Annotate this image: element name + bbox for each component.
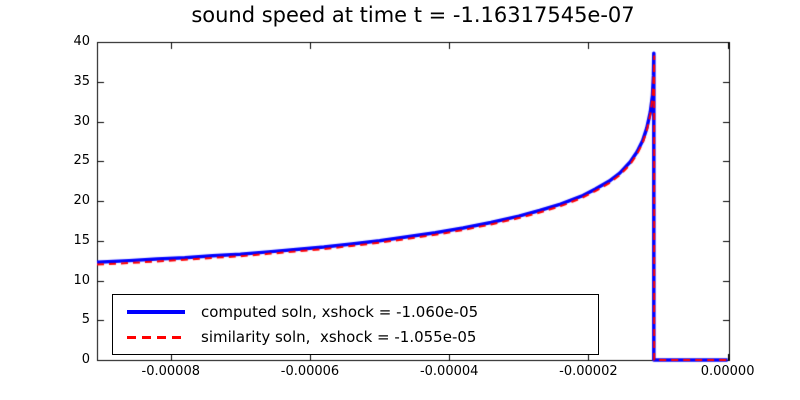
legend-item-computed: computed soln, xshock = -1.060e-05: [127, 303, 598, 321]
legend-label-computed: computed soln, xshock = -1.060e-05: [201, 302, 479, 321]
legend-line-similarity-icon: [127, 335, 185, 339]
legend: computed soln, xshock = -1.060e-05 simil…: [112, 294, 599, 355]
y-tick-label: 20: [73, 193, 90, 208]
y-tick-label: 15: [73, 232, 90, 248]
legend-label-similarity: similarity soln, xshock = -1.055e-05: [201, 328, 477, 347]
x-tick-label: 0.00000: [700, 364, 755, 379]
x-tick-label: -0.00002: [559, 364, 618, 379]
y-tick-label: 5: [81, 312, 90, 328]
y-tick-label: 35: [73, 73, 90, 89]
x-tick-label: -0.00006: [280, 364, 340, 379]
x-tick-label: -0.00004: [419, 364, 479, 379]
legend-item-similarity: similarity soln, xshock = -1.055e-05: [127, 328, 598, 346]
y-tick-label: 30: [73, 113, 90, 129]
y-tick-label: 40: [73, 34, 90, 49]
legend-line-computed-icon: [127, 309, 185, 314]
y-tick-label: 0: [81, 352, 90, 367]
y-tick-label: 25: [73, 153, 90, 169]
x-tick-label: -0.00008: [141, 364, 200, 379]
y-tick-label: 10: [73, 272, 90, 288]
